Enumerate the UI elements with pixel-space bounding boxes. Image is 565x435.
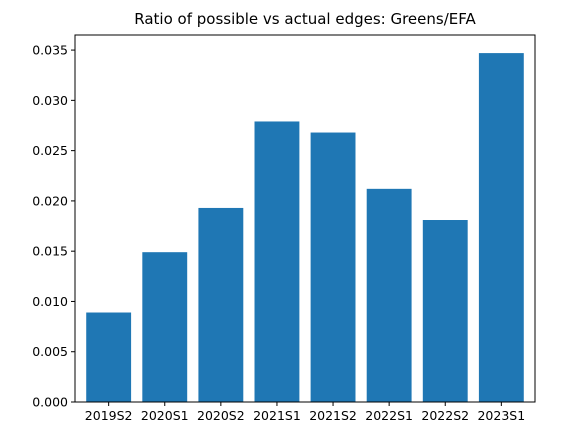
y-tick-label: 0.035 — [32, 43, 68, 58]
x-tick-label: 2022S2 — [421, 408, 469, 423]
y-tick-label: 0.005 — [32, 344, 68, 359]
y-tick-label: 0.000 — [32, 395, 68, 410]
x-tick-label: 2019S2 — [85, 408, 133, 423]
bar-2020S2 — [198, 207, 244, 402]
y-tick-label: 0.020 — [32, 193, 68, 208]
y-tick-label: 0.010 — [32, 294, 68, 309]
x-tick-label: 2020S2 — [197, 408, 245, 423]
x-tick-label: 2022S1 — [365, 408, 413, 423]
x-tick-label: 2020S1 — [141, 408, 189, 423]
bar-2020S1 — [142, 252, 188, 402]
y-tick-label: 0.015 — [32, 244, 68, 259]
y-axis: 0.000 0.005 0.010 0.015 0.020 0.025 0.030 0.035 — [32, 43, 75, 410]
bar-2021S2 — [310, 132, 356, 403]
x-axis: 2019S2 2020S1 2020S2 2021S1 2021S2 2022S1 2022… — [85, 402, 525, 423]
x-tick-label: 2021S1 — [253, 408, 301, 423]
bar-2019S2 — [86, 312, 132, 402]
bar-2022S2 — [422, 220, 468, 402]
bars-group — [86, 53, 524, 403]
y-tick-label: 0.030 — [32, 93, 68, 108]
bar-2021S1 — [254, 121, 300, 403]
plot-frame — [74, 34, 536, 403]
x-tick-label: 2023S1 — [477, 408, 525, 423]
y-tick-label: 0.025 — [32, 143, 68, 158]
x-tick-label: 2021S2 — [309, 408, 357, 423]
bar-2023S1 — [478, 53, 524, 402]
chart-title: Ratio of possible vs actual edges: Green… — [134, 10, 476, 28]
bar-2022S1 — [366, 188, 412, 402]
